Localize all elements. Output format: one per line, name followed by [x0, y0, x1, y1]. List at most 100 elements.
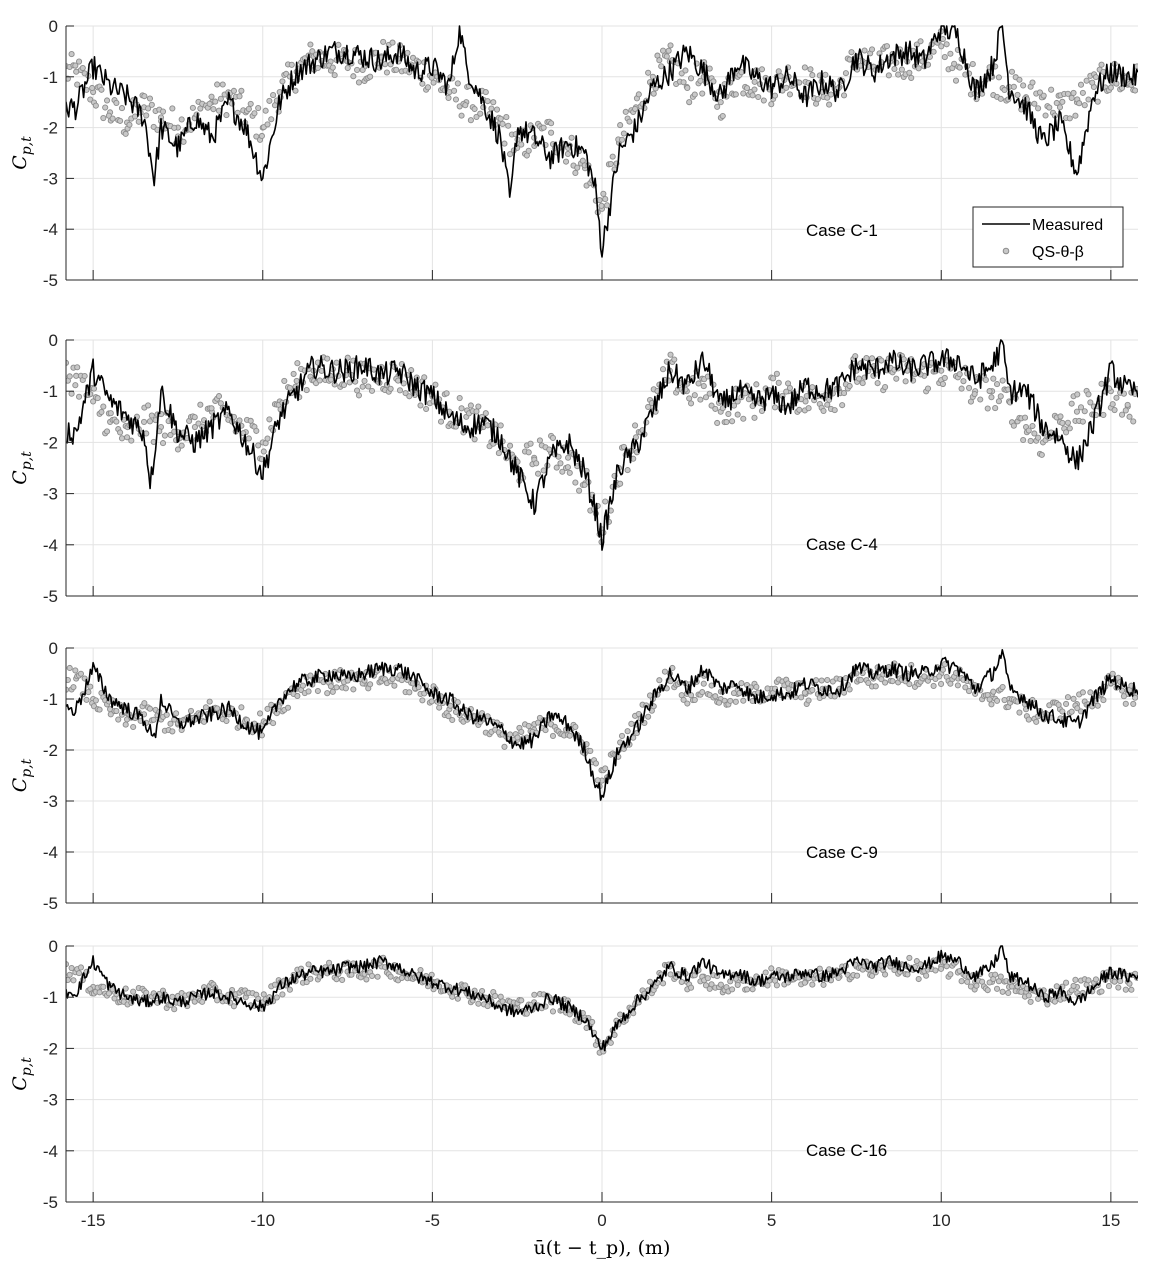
qs-marker-point [768, 101, 775, 108]
qs-marker-point [389, 39, 396, 46]
qs-marker-point [443, 390, 450, 397]
qs-marker-point [1117, 978, 1124, 985]
qs-marker-point [355, 79, 362, 86]
qs-marker-point [507, 442, 514, 449]
qs-marker-point [344, 354, 351, 361]
qs-marker-point [1016, 76, 1023, 83]
qs-marker-point [77, 964, 84, 971]
qs-marker-point [883, 43, 891, 50]
qs-marker-point [70, 977, 77, 984]
qs-marker-point [1087, 399, 1094, 406]
qs-marker-point [92, 102, 99, 109]
qs-marker-point [279, 991, 286, 998]
qs-marker-point [977, 396, 984, 403]
qs-marker-point [238, 704, 245, 711]
qs-marker-point [1120, 693, 1127, 700]
qs-marker-point [620, 130, 627, 137]
qs-marker-point [596, 197, 603, 204]
qs-marker-point [557, 460, 564, 467]
qs-marker-point [796, 406, 803, 413]
qs-marker-point [477, 110, 484, 117]
qs-marker-point [1056, 104, 1064, 111]
qs-marker-point [1074, 391, 1081, 398]
qs-marker-point [1021, 414, 1029, 421]
qs-marker-point [100, 403, 107, 410]
qs-marker-point [1100, 411, 1107, 418]
qs-marker-point [1081, 102, 1088, 109]
qs-marker-point [868, 46, 876, 53]
qs-marker-point [592, 760, 599, 767]
qs-marker-point [305, 688, 312, 695]
qs-marker-point [307, 672, 314, 679]
qs-marker-point [840, 390, 848, 397]
qs-marker-point [700, 383, 707, 390]
qs-marker-point [801, 979, 808, 986]
qs-marker-point [549, 434, 557, 442]
qs-marker-point [848, 49, 855, 56]
qs-marker-point [171, 1006, 178, 1013]
qs-marker-point [458, 405, 465, 412]
qs-marker-point [859, 380, 866, 387]
qs-marker-point [807, 66, 814, 73]
qs-marker-point [473, 408, 480, 415]
y-axis-label: Cp,t [9, 136, 35, 170]
qs-marker-point [846, 382, 853, 390]
qs-marker-point [236, 93, 243, 100]
qs-marker-point [355, 392, 362, 399]
qs-marker-point [383, 69, 390, 76]
qs-marker-point [908, 74, 915, 81]
qs-marker-point [271, 981, 279, 988]
qs-marker-point [230, 87, 237, 94]
qs-marker-point [697, 396, 704, 403]
qs-marker-point [1033, 718, 1040, 725]
plot-area [66, 945, 1138, 1056]
qs-marker-point [473, 113, 480, 120]
qs-marker-point [251, 110, 258, 117]
qs-marker-point [141, 93, 148, 100]
qs-marker-point [921, 673, 928, 680]
qs-marker-point [758, 66, 766, 73]
chart-panel-4: -15 -10 -5 0 5 10 15 0 -1 -2 -3 -4 -5 Cp,t Case C-16 ū(… [9, 937, 1138, 1259]
qs-marker-point [493, 106, 501, 113]
qs-marker-point [148, 412, 155, 419]
qs-marker-point [680, 79, 687, 86]
qs-marker-point [540, 124, 547, 131]
qs-marker-point [117, 429, 124, 436]
y-tick-label: -2 [43, 1039, 58, 1058]
qs-marker-point [682, 67, 689, 74]
qs-marker-point [1029, 422, 1036, 430]
qs-marker-point [1020, 436, 1027, 444]
qs-marker-point [764, 685, 771, 692]
qs-marker-point [436, 704, 443, 711]
qs-marker-point [1063, 979, 1070, 986]
qs-marker-point [982, 376, 989, 383]
qs-marker-point [501, 743, 508, 750]
qs-marker-point [146, 418, 154, 425]
qs-marker-point [826, 101, 833, 108]
qs-marker-point [971, 390, 978, 398]
qs-marker-point [70, 684, 77, 691]
qs-marker-point [173, 710, 180, 717]
qs-marker-point [885, 663, 892, 671]
qs-marker-point [954, 682, 961, 689]
qs-marker-point [210, 106, 217, 113]
qs-marker-point [997, 95, 1004, 102]
qs-marker-point [816, 965, 823, 972]
qs-marker-point [128, 437, 135, 444]
qs-marker-point [214, 997, 221, 1004]
qs-marker-point [1016, 709, 1023, 716]
qs-marker-point [995, 74, 1002, 81]
y-tick-label: 0 [49, 331, 58, 350]
qs-marker-point [171, 124, 178, 131]
qs-marker-point [846, 686, 853, 693]
qs-marker-point [1077, 404, 1085, 411]
qs-marker-point [732, 698, 739, 705]
qs-marker-point [1094, 98, 1101, 105]
qs-marker-point [387, 973, 394, 980]
qs-marker-point [889, 678, 896, 685]
qs-marker-point [1068, 400, 1075, 407]
qs-marker-point [699, 689, 706, 696]
qs-marker-point [751, 78, 758, 85]
qs-marker-point [663, 53, 670, 60]
qs-marker-point [891, 65, 898, 73]
